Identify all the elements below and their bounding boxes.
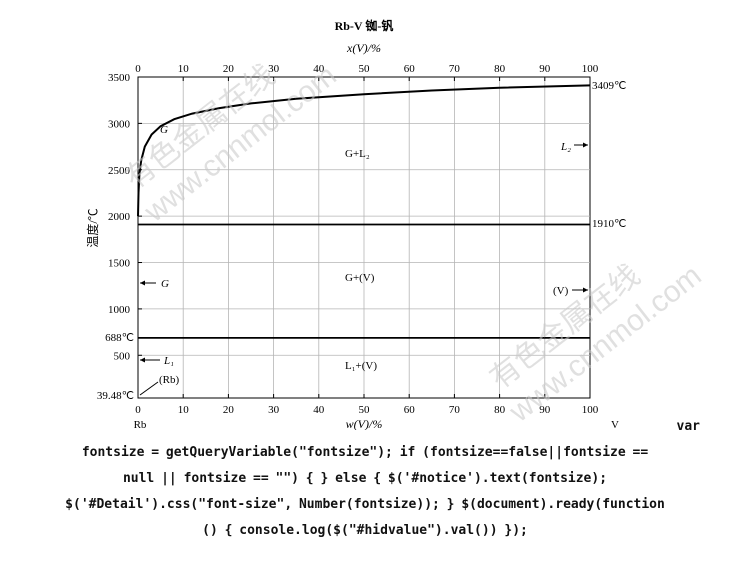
top-tick-label: 90 <box>539 63 551 75</box>
y-tick-label: 3500 <box>108 72 131 84</box>
bottom-tick-label: 70 <box>449 404 461 416</box>
top-tick-label: 20 <box>223 63 235 75</box>
arrow-l1: L₁ <box>140 355 174 367</box>
top-axis-title: x(V)/% <box>346 41 381 55</box>
liquidus-curve <box>137 84 591 217</box>
top-tick-label: 60 <box>404 63 416 75</box>
bottom-tick-label: 80 <box>494 404 506 416</box>
top-tick-label: 100 <box>582 63 599 75</box>
code-line: var <box>676 419 700 434</box>
bottom-tick-label: 0 <box>135 404 141 416</box>
bottom-tick-label: 30 <box>268 404 280 416</box>
arrow-v: (V) <box>553 285 588 297</box>
isotherms <box>138 223 590 339</box>
y-tick-label: 2500 <box>108 165 131 177</box>
top-tick-label: 70 <box>449 63 461 75</box>
top-tick-label: 80 <box>494 63 506 75</box>
arrow-label-l2: L₂ <box>560 141 571 153</box>
bottom-tick-label: 100 <box>582 404 599 416</box>
bottom-tick-label: 40 <box>313 404 325 416</box>
left-end-label: Rb <box>134 419 147 430</box>
rb-melting-label: 39.48℃ <box>97 390 134 402</box>
watermark-bottom: 有色金属在线 www.cnnmol.com <box>484 259 708 429</box>
arrow-label-l1: L₁ <box>163 355 174 367</box>
top-tick-label: 30 <box>268 63 280 75</box>
code-line: null || fontsize == "") { } else { $('#n… <box>122 471 608 486</box>
top-axis-ticks: 0 10 20 30 40 50 60 70 80 90 100 <box>135 63 599 81</box>
region-label-g-v: G+(V) <box>345 272 375 284</box>
code-line: fontsize = getQueryVariable("fontsize");… <box>81 445 649 460</box>
code-line: $('#Detail').css("font-size", Number(fon… <box>65 497 665 512</box>
top-tick-label: 40 <box>313 63 325 75</box>
region-label-g-l2: G+L₂ <box>345 148 370 160</box>
arrow-label-rb: (Rb) <box>159 374 180 386</box>
chart-title: Rb-V 铷-钒 <box>335 18 394 33</box>
bottom-tick-label: 20 <box>223 404 235 416</box>
top-tick-label: 50 <box>359 63 371 75</box>
bottom-axis-title: w(V)/% <box>346 417 383 430</box>
y-axis-ticks: 3500 3000 2500 2000 1500 1000 500 <box>108 72 142 362</box>
arrow-l2: L₂ <box>560 141 588 153</box>
y-tick-label: 1500 <box>108 258 131 270</box>
bottom-tick-label: 60 <box>404 404 416 416</box>
v-melting-label: 3409℃ <box>592 80 626 92</box>
grid <box>138 77 590 398</box>
right-end-label: V <box>611 419 619 430</box>
code-text: var fontsize = getQueryVariable("fontsiz… <box>10 414 720 544</box>
arrow-rb: (Rb) <box>139 374 180 396</box>
y-tick-label: 500 <box>114 350 131 362</box>
phase-diagram: Rb-V 铷-钒 x(V)/% w(V)/% 温度/℃ Rb V 688℃ 39… <box>85 18 708 430</box>
bottom-tick-label: 10 <box>178 404 190 416</box>
top-tick-label: 0 <box>135 63 141 75</box>
y-tick-label: 2000 <box>108 211 131 223</box>
y-axis-title: 温度/℃ <box>85 208 100 247</box>
top-tick-label: 10 <box>178 63 190 75</box>
region-label-g: G <box>160 124 168 136</box>
arrow-label-v: (V) <box>553 285 569 297</box>
y-tick-label: 3000 <box>108 118 131 130</box>
arrow-g: G <box>140 278 169 290</box>
isotherm-1910-label: 1910℃ <box>592 218 626 230</box>
region-label-l1-v: L₁+(V) <box>345 360 377 372</box>
bottom-tick-label: 50 <box>359 404 371 416</box>
code-line: () { console.log($("#hidvalue").val()) }… <box>202 523 528 538</box>
y-tick-label: 1000 <box>108 304 131 316</box>
arrow-label-g: G <box>161 278 169 290</box>
bottom-axis-ticks: 0 10 20 30 40 50 60 70 80 90 100 <box>135 394 599 416</box>
bottom-tick-label: 90 <box>539 404 551 416</box>
eutectic-temp-label: 688℃ <box>105 332 134 344</box>
